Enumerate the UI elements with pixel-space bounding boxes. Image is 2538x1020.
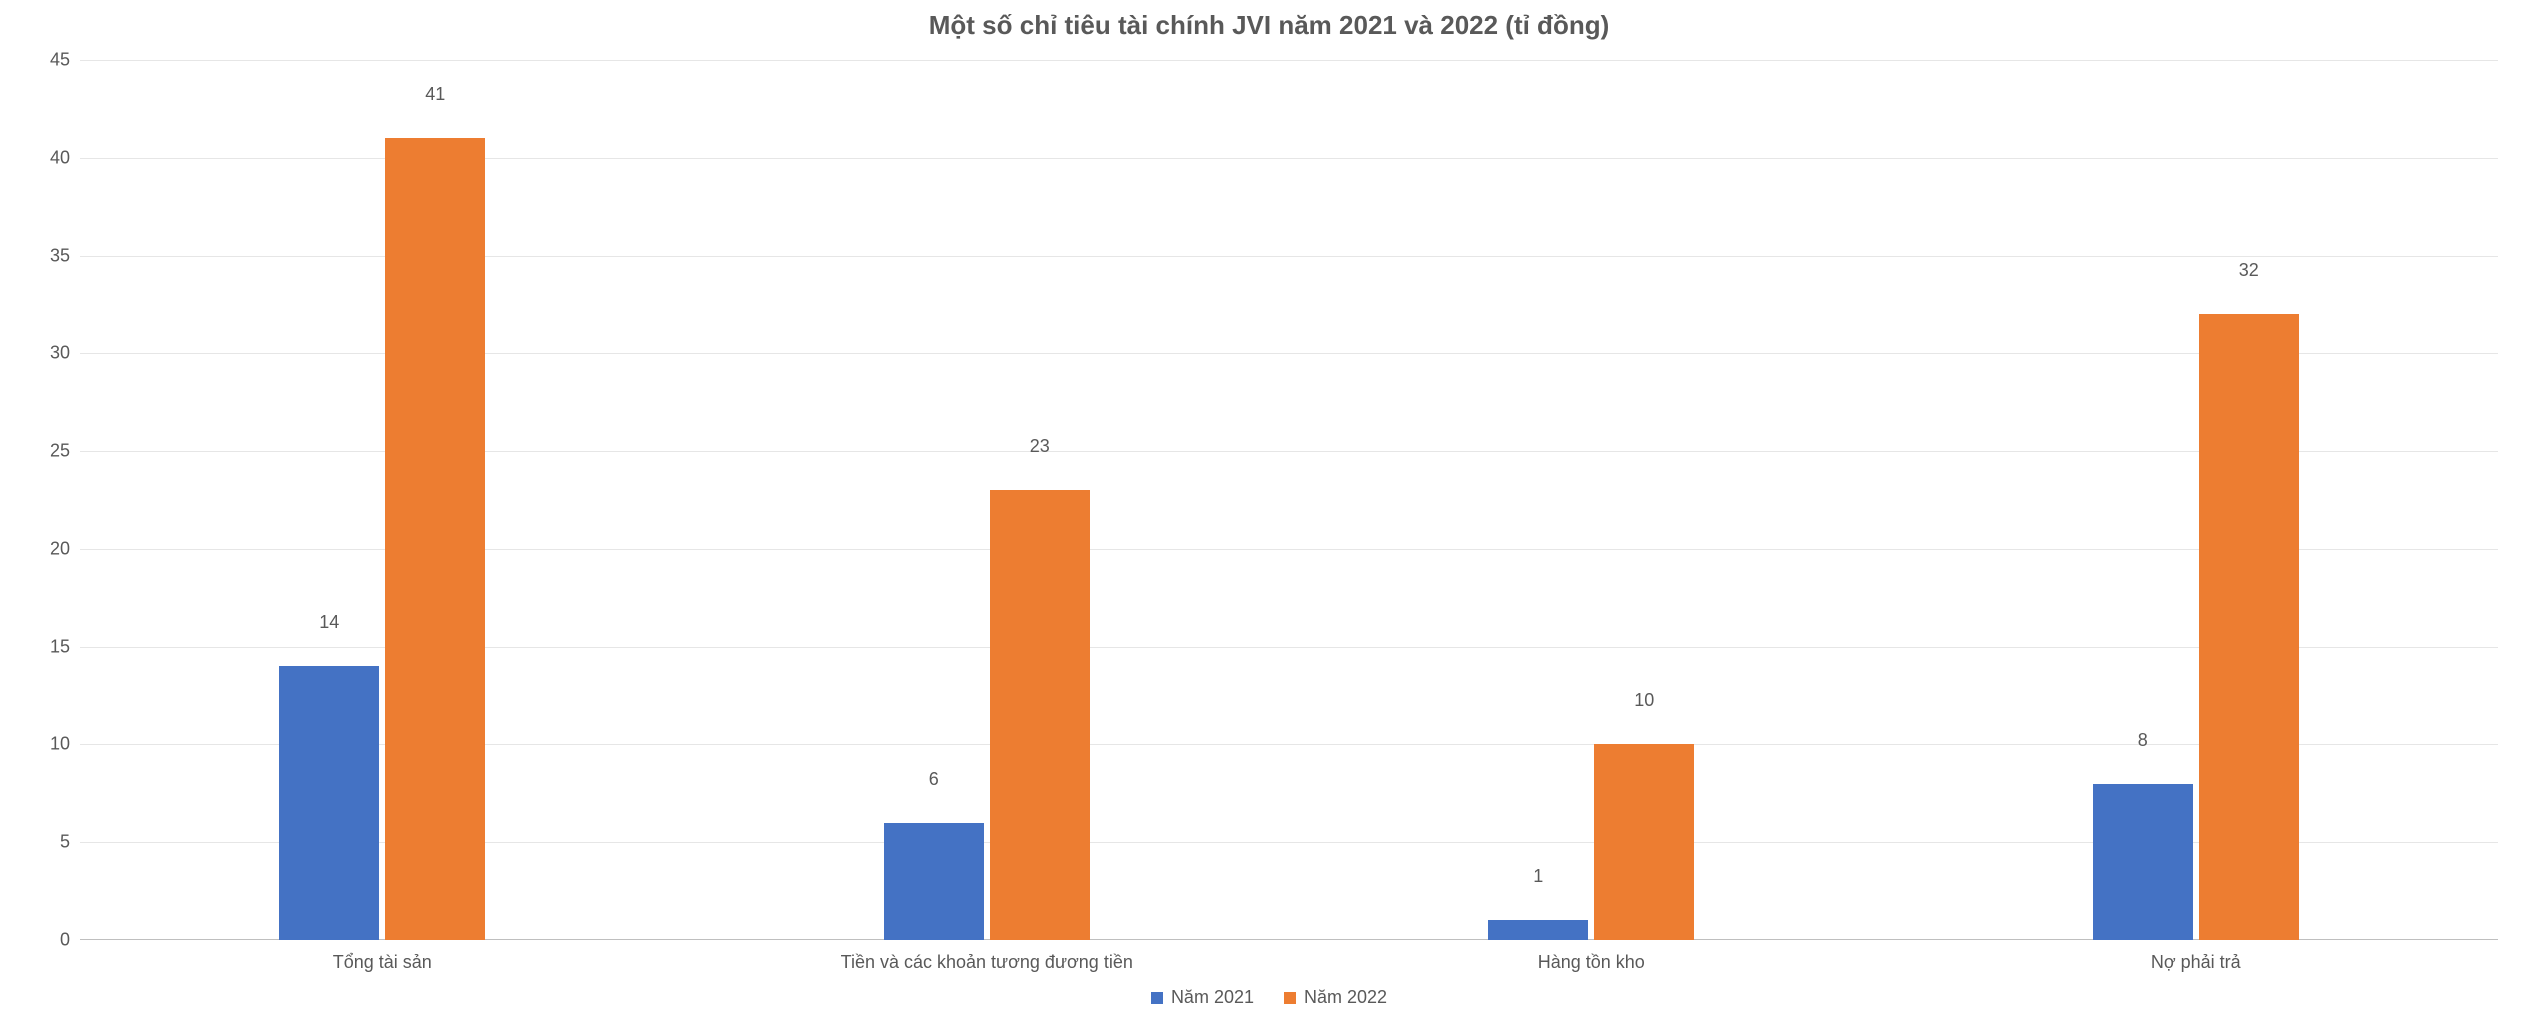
bar-value-label: 10 [1594,690,1694,717]
bar: 6 [884,823,984,940]
legend: Năm 2021 Năm 2022 [0,987,2538,1008]
category-label: Tiền và các khoản tương đương tiền [685,940,1290,973]
bar-value-label: 23 [990,436,1090,463]
chart-container: Một số chỉ tiêu tài chính JVI năm 2021 v… [0,0,2538,1020]
legend-label: Năm 2022 [1304,987,1387,1008]
bar-value-label: 1 [1488,866,1588,893]
y-tick-label: 45 [30,50,70,71]
category-group: Tổng tài sản1441 [80,60,685,940]
y-tick-label: 5 [30,832,70,853]
category-label: Nợ phải trả [1894,940,2499,973]
legend-item: Năm 2021 [1151,987,1254,1008]
bar-value-label: 32 [2199,260,2299,287]
bar-value-label: 41 [385,84,485,111]
y-tick-label: 20 [30,538,70,559]
y-tick-label: 40 [30,147,70,168]
y-tick-label: 15 [30,636,70,657]
plot-area: 051015202530354045Tổng tài sản1441Tiền v… [80,60,2498,940]
chart-title: Một số chỉ tiêu tài chính JVI năm 2021 v… [0,10,2538,41]
legend-item: Năm 2022 [1284,987,1387,1008]
category-group: Tiền và các khoản tương đương tiền623 [685,60,1290,940]
y-tick-label: 10 [30,734,70,755]
bar: 10 [1594,744,1694,940]
category-label: Tổng tài sản [80,940,685,973]
legend-swatch [1284,992,1296,1004]
category-label: Hàng tồn kho [1289,940,1894,973]
legend-label: Năm 2021 [1171,987,1254,1008]
y-tick-label: 25 [30,441,70,462]
bar: 8 [2093,784,2193,940]
bar: 23 [990,490,1090,940]
category-group: Hàng tồn kho110 [1289,60,1894,940]
bar-value-label: 8 [2093,730,2193,757]
legend-swatch [1151,992,1163,1004]
bar: 32 [2199,314,2299,940]
category-group: Nợ phải trả832 [1894,60,2499,940]
bar: 1 [1488,920,1588,940]
bar-value-label: 14 [279,612,379,639]
y-tick-label: 0 [30,930,70,951]
bar: 41 [385,138,485,940]
bar-value-label: 6 [884,769,984,796]
y-tick-label: 35 [30,245,70,266]
bar: 14 [279,666,379,940]
y-tick-label: 30 [30,343,70,364]
